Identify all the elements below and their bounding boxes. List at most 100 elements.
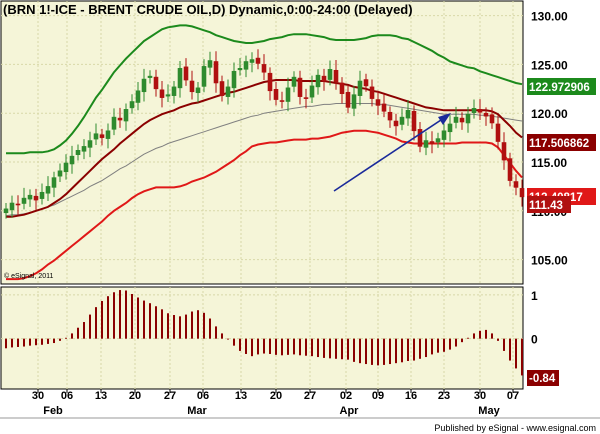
- candle-body: [291, 76, 297, 87]
- candle-body: [399, 116, 405, 125]
- candle-body: [363, 79, 369, 87]
- candle-body: [255, 57, 261, 64]
- x-tick-label: 23: [438, 390, 450, 402]
- candle-body: [339, 82, 345, 95]
- candle-body: [39, 191, 45, 199]
- candle-body: [57, 170, 63, 177]
- candle-body: [141, 78, 147, 93]
- candle-body: [297, 77, 303, 97]
- candle-body: [375, 99, 381, 106]
- middle-moving-average-line: [6, 79, 523, 218]
- candle-body: [465, 113, 471, 124]
- candle-body: [237, 68, 243, 71]
- candle-body: [135, 90, 141, 103]
- candle-body: [285, 87, 291, 102]
- x-month-label: Mar: [187, 405, 207, 417]
- candle-body: [15, 203, 21, 206]
- price-y-tick: 125.00: [531, 58, 568, 72]
- oscillator-panel: [0, 286, 524, 390]
- candle-body: [411, 110, 417, 132]
- candle-body: [441, 130, 447, 140]
- middle-ma-tag: 117.506862: [529, 138, 589, 150]
- upper-band-tag: 122.972906: [529, 82, 590, 94]
- candle-body: [117, 117, 123, 121]
- candle-body: [27, 194, 33, 200]
- candle-body: [327, 69, 333, 80]
- gray-moving-average-line: [5, 103, 523, 217]
- candle-body: [147, 75, 153, 78]
- candle-body: [69, 155, 75, 165]
- candle-body: [333, 69, 339, 83]
- close-tag: 111.43: [529, 200, 563, 212]
- x-tick-label: 06: [197, 390, 209, 402]
- candle-body: [105, 130, 111, 139]
- candle-body: [369, 86, 375, 99]
- price-indicator-lines: [5, 24, 523, 281]
- price-y-tick: 130.00: [531, 10, 568, 24]
- x-tick-label: 16: [405, 390, 417, 402]
- candle-body: [417, 129, 423, 147]
- candle-body: [93, 133, 99, 140]
- candle-body: [213, 61, 219, 84]
- oscillator-y-tick: 0: [531, 333, 538, 347]
- candle-body: [249, 59, 255, 63]
- oscillator-tag-bg: [527, 370, 559, 386]
- candle-body: [189, 80, 195, 93]
- candle-body: [171, 86, 177, 96]
- x-tick-label: 30: [32, 390, 44, 402]
- candle-body: [471, 108, 477, 114]
- chart-title: (BRN 1!-ICE - BRENT CRUDE OIL,D) Dynamic…: [3, 2, 413, 17]
- publisher-text: Published by eSignal - www.esignal.com: [434, 423, 596, 433]
- price-y-tick: 115.00: [531, 156, 567, 170]
- candle-body: [51, 177, 57, 188]
- price-y-tick: 105.00: [531, 254, 568, 268]
- oscillator-last-value: -0.84: [529, 373, 556, 385]
- x-tick-label: 13: [235, 390, 247, 402]
- candle-body: [495, 123, 501, 142]
- candle-body: [453, 116, 459, 123]
- x-axis: 30 06 13 20 27 06 13 20 27 02 09 16 23 30 07 Feb Mar Apr M…: [32, 389, 519, 417]
- x-tick-label: 13: [95, 390, 107, 402]
- candle-body: [159, 89, 165, 98]
- candle-body: [423, 140, 429, 148]
- candle-body: [267, 72, 273, 92]
- candle-body: [405, 109, 411, 119]
- candle-body: [153, 76, 159, 90]
- candle-body: [225, 86, 231, 97]
- x-month-label: Feb: [43, 405, 63, 417]
- oscillator-y-tick: 1: [531, 289, 538, 303]
- candle-body: [195, 87, 201, 94]
- candle-body: [219, 81, 225, 96]
- trend-arrow: [333, 113, 451, 192]
- candle-body: [507, 158, 513, 181]
- candle-body: [129, 101, 135, 109]
- middle-ma-tag-bg: [527, 134, 596, 151]
- candle-body: [321, 75, 327, 82]
- price-candles: [3, 49, 525, 219]
- candle-body: [45, 186, 51, 194]
- candle-body: [207, 60, 213, 68]
- copyright-text: © eSignal, 2011: [4, 272, 54, 280]
- candle-body: [357, 80, 363, 96]
- candle-body: [75, 150, 81, 155]
- x-month-label: May: [478, 405, 500, 417]
- candle-body: [513, 181, 519, 188]
- oscillator-y-axis: 10: [531, 289, 538, 347]
- candle-body: [231, 70, 237, 89]
- x-month-label: Apr: [340, 405, 360, 417]
- candle-body: [3, 208, 9, 214]
- x-tick-label: 09: [372, 390, 384, 402]
- candle-body: [345, 91, 351, 108]
- last-value-tags: 122.972906 117.506862 113.40817 111.43: [527, 78, 596, 213]
- x-tick-label: 07: [507, 390, 519, 402]
- candle-body: [489, 114, 495, 124]
- candle-body: [381, 103, 387, 112]
- candle-body: [261, 64, 267, 73]
- candle-body: [309, 85, 315, 98]
- upper-band-tag-bg: [527, 78, 596, 95]
- candle-body: [87, 140, 93, 148]
- candle-body: [351, 94, 357, 109]
- x-tick-label: 27: [164, 390, 176, 402]
- lower-band-line: [6, 129, 523, 281]
